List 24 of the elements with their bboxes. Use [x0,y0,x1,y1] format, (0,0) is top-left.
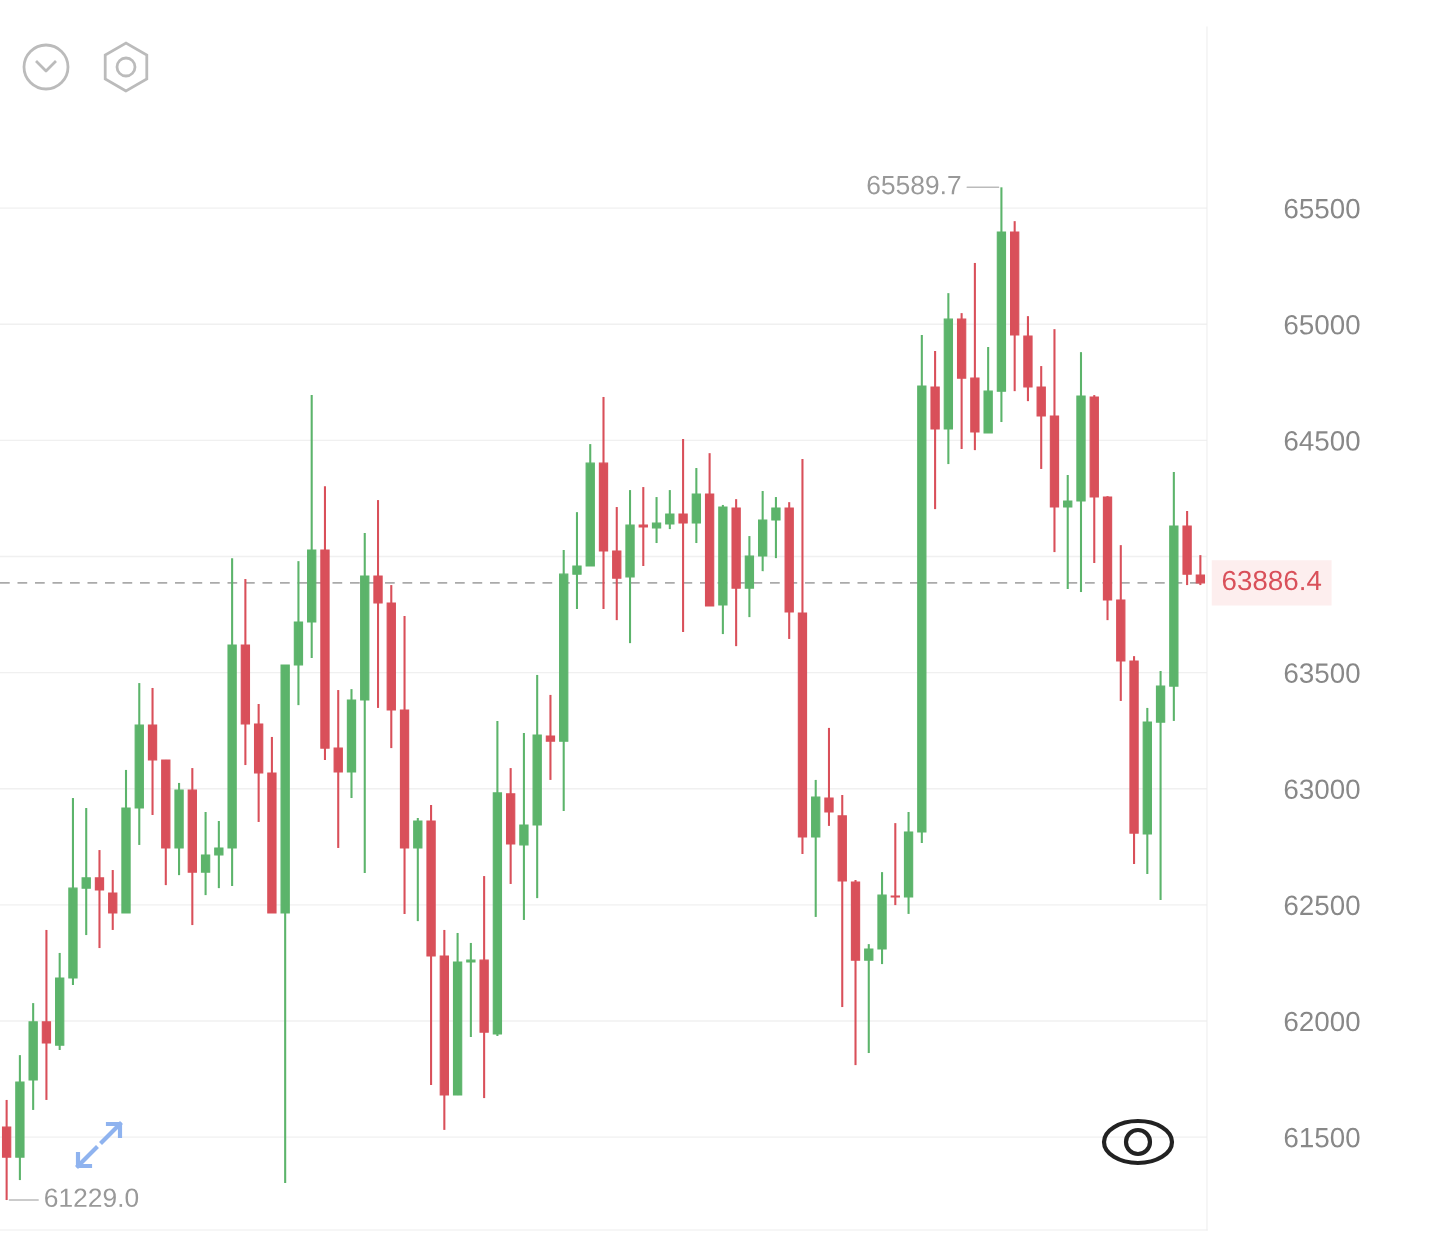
annotation: 65589.7 [867,175,961,195]
y-tick-label: 63500 [1284,663,1360,683]
y-tick-label: 62000 [1284,1011,1360,1032]
candlestick [572,511,582,611]
candlestick [864,943,874,1055]
y-tick-label: 63000 [1284,779,1360,800]
candlestick [466,941,476,1039]
candlestick [771,496,781,560]
candlestick [214,819,224,890]
candlestick [519,731,529,921]
candlestick [81,806,91,937]
y-tick-label: 65000 [1284,314,1360,335]
y-tick-label: 65500 [1284,198,1360,219]
y-tick-label: 61500 [1284,1127,1360,1148]
candlestick [678,437,688,634]
ref-line-label: 63886.4 [1222,570,1322,591]
y-tick-label: 62500 [1284,895,1360,916]
candlestick [665,489,675,531]
candlestick [333,689,343,850]
y-tick-label: 64500 [1284,431,1360,451]
candlestick [108,868,118,931]
annotation: 61229.0 [45,1188,139,1208]
candlestick [824,726,834,827]
candlestick [890,822,900,907]
